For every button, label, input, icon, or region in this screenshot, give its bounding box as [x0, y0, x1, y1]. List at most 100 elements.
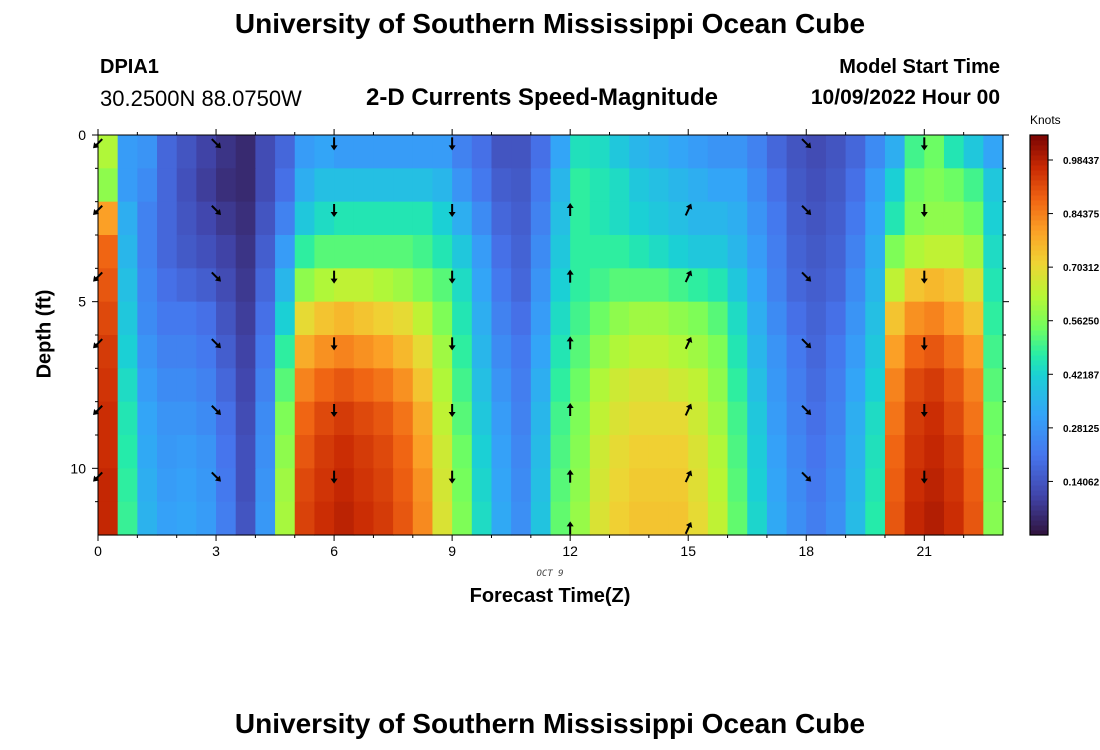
current-vector-arrow — [448, 404, 456, 417]
heatmap-cell — [255, 335, 276, 369]
colorbar-segment — [1030, 185, 1048, 191]
heatmap-cell — [98, 501, 119, 536]
heatmap-cell — [275, 468, 296, 503]
heatmap-cell — [766, 201, 788, 236]
heatmap-cell — [530, 368, 552, 403]
heatmap-cell — [491, 235, 512, 269]
footer-title: University of Southern Mississippi Ocean… — [234, 708, 866, 739]
heatmap-cell — [668, 135, 689, 169]
colorbar-segment — [1030, 370, 1048, 376]
y-tick-label: 10 — [70, 460, 86, 476]
heatmap-cell — [884, 301, 906, 336]
heatmap-cell — [452, 368, 473, 403]
heatmap-cell — [117, 135, 138, 169]
heatmap-cell — [275, 201, 296, 236]
heatmap-cell — [786, 468, 807, 503]
heatmap-cell — [884, 235, 906, 269]
heatmap-cell — [353, 368, 375, 403]
current-vector-arrow — [330, 204, 338, 217]
heatmap-cell — [98, 168, 119, 203]
heatmap-cell — [904, 168, 925, 203]
heatmap-cell — [511, 335, 532, 369]
heatmap-cell — [629, 468, 650, 503]
heatmap-cell — [334, 201, 355, 236]
colorbar-segment — [1030, 420, 1048, 426]
heatmap-cell — [275, 235, 296, 269]
model-start-value: 10/09/2022 Hour 00 — [810, 86, 1000, 109]
heatmap-cell — [452, 135, 473, 169]
colorbar-segment — [1030, 335, 1048, 341]
heatmap-cell — [176, 235, 197, 269]
heatmap-cell — [176, 168, 197, 203]
colorbar-segment — [1030, 320, 1048, 326]
heatmap-cell — [314, 501, 335, 536]
heatmap-cell — [471, 501, 493, 536]
heatmap-cell — [648, 235, 670, 269]
heatmap-cell — [865, 135, 886, 169]
heatmap-cell — [570, 468, 591, 503]
heatmap-cell — [432, 435, 453, 469]
colorbar-segment — [1030, 280, 1048, 286]
heatmap-cell — [432, 168, 453, 203]
heatmap-cell — [393, 501, 414, 536]
colorbar-segment — [1030, 455, 1048, 461]
heatmap-cell — [629, 435, 650, 469]
heatmap-cell — [314, 268, 335, 303]
colorbar-segment — [1030, 140, 1048, 146]
heatmap-cell — [983, 268, 1004, 303]
heatmap-cell — [452, 201, 473, 236]
heatmap-cell — [373, 401, 394, 436]
current-vector-arrow — [684, 203, 693, 216]
heatmap-cell — [688, 501, 709, 536]
heatmap-cell — [845, 368, 866, 403]
heatmap-cell — [373, 235, 394, 269]
heatmap-cell — [275, 268, 296, 303]
heatmap-cell — [98, 335, 119, 369]
heatmap-cell — [786, 501, 807, 536]
heatmap-cell — [196, 201, 217, 236]
heatmap-cell — [648, 301, 670, 336]
heatmap-cell — [255, 435, 276, 469]
heatmap-cell — [786, 168, 807, 203]
heatmap-cell — [786, 201, 807, 236]
colorbar-segment — [1030, 220, 1048, 226]
colorbar-segment — [1030, 480, 1048, 486]
heatmap-cell — [353, 468, 375, 503]
heatmap-cell — [196, 168, 217, 203]
heatmap-cell — [216, 501, 237, 536]
heatmap-cell — [255, 201, 276, 236]
heatmap-cell — [943, 335, 965, 369]
heatmap-cell — [924, 235, 945, 269]
heatmap-cell — [747, 135, 768, 169]
current-vector-arrow — [566, 269, 574, 283]
heatmap-cell — [216, 201, 237, 236]
heatmap-cell — [98, 435, 119, 469]
heatmap-cell — [393, 468, 414, 503]
heatmap-cell — [255, 401, 276, 436]
heatmap-cell — [471, 335, 493, 369]
heatmap-cell — [255, 268, 276, 303]
heatmap-cell — [275, 368, 296, 403]
colorbar-segment — [1030, 235, 1048, 241]
heatmap-cell — [648, 435, 670, 469]
heatmap-cell — [727, 301, 748, 336]
colorbar-segment — [1030, 230, 1048, 236]
heatmap-cell — [157, 435, 178, 469]
heatmap-cell — [471, 301, 493, 336]
heatmap-cell — [491, 168, 512, 203]
heatmap-cell — [216, 368, 237, 403]
heatmap-cell — [235, 501, 256, 536]
heatmap-cell — [235, 368, 256, 403]
colorbar-segment — [1030, 410, 1048, 416]
heatmap-cell — [845, 168, 866, 203]
heatmap-cell — [471, 201, 493, 236]
colorbar-segment — [1030, 425, 1048, 431]
heatmap-cell — [884, 435, 906, 469]
heatmap-cell — [334, 401, 355, 436]
heatmap-cell — [511, 201, 532, 236]
heatmap-cell — [727, 235, 748, 269]
heatmap-cell — [216, 335, 237, 369]
heatmap-cell — [943, 401, 965, 436]
current-vector-arrow — [801, 205, 812, 215]
heatmap-cell — [294, 435, 316, 469]
